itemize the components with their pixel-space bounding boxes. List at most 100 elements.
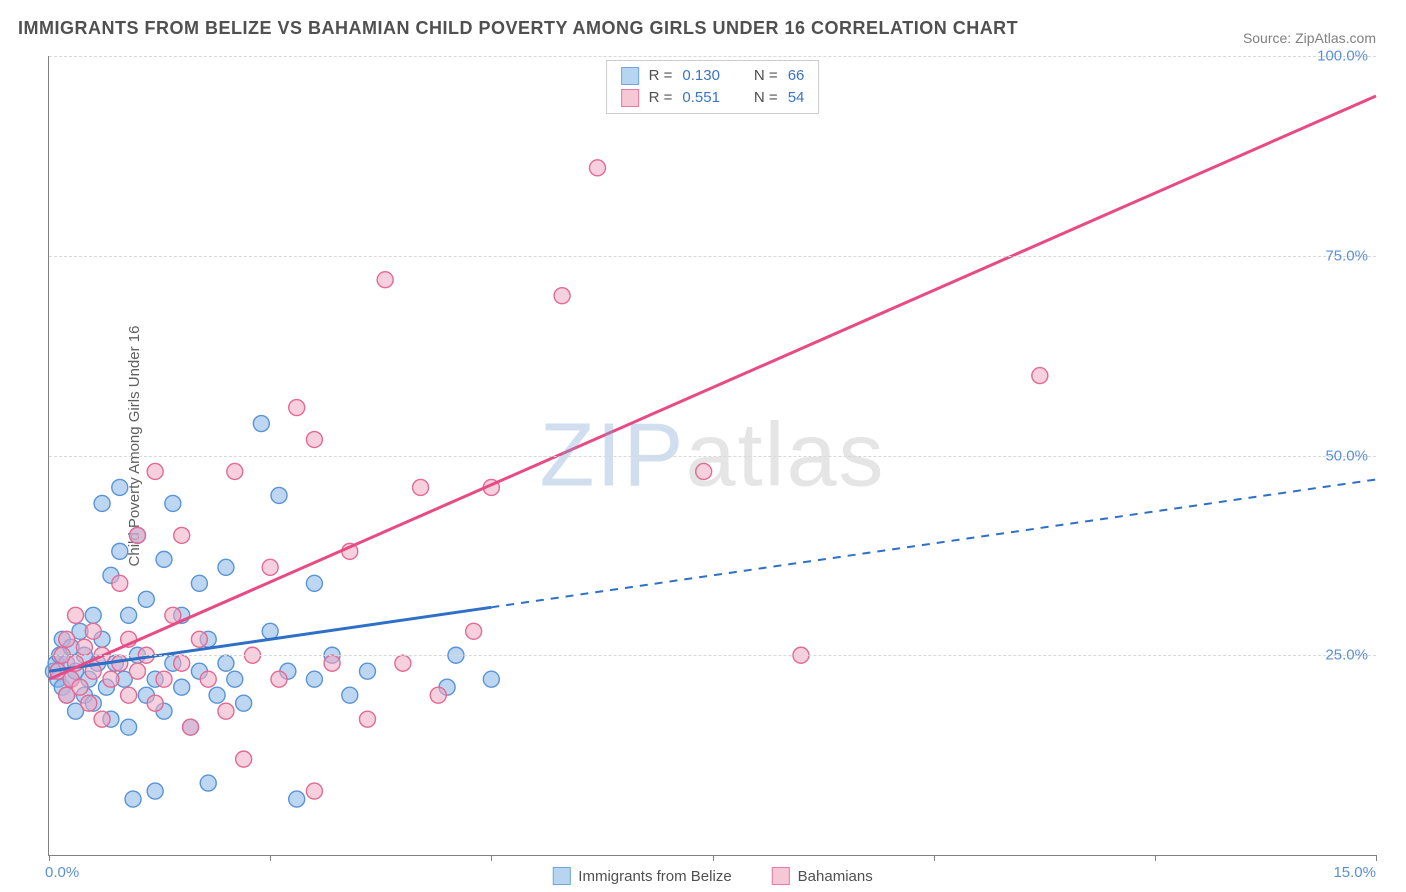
data-point bbox=[85, 623, 101, 639]
data-point bbox=[253, 416, 269, 432]
data-point bbox=[76, 639, 92, 655]
data-point bbox=[147, 463, 163, 479]
data-point bbox=[191, 575, 207, 591]
data-point bbox=[218, 703, 234, 719]
data-point bbox=[466, 623, 482, 639]
gridline bbox=[49, 456, 1376, 457]
data-point bbox=[227, 463, 243, 479]
data-point bbox=[306, 432, 322, 448]
data-point bbox=[94, 711, 110, 727]
data-point bbox=[72, 679, 88, 695]
data-point bbox=[483, 671, 499, 687]
data-point bbox=[121, 687, 137, 703]
data-point bbox=[129, 663, 145, 679]
legend-label: Immigrants from Belize bbox=[578, 868, 731, 885]
data-point bbox=[359, 711, 375, 727]
x-tick bbox=[491, 855, 492, 861]
data-point bbox=[200, 671, 216, 687]
data-point bbox=[236, 695, 252, 711]
data-point bbox=[218, 655, 234, 671]
data-point bbox=[377, 272, 393, 288]
data-point bbox=[324, 655, 340, 671]
legend-n-value: 54 bbox=[788, 87, 805, 109]
data-point bbox=[395, 655, 411, 671]
data-point bbox=[68, 607, 84, 623]
data-point bbox=[289, 791, 305, 807]
correlation-legend: R =0.130N =66R =0.551N =54 bbox=[606, 60, 820, 114]
source-label: Source: bbox=[1243, 30, 1291, 46]
data-point bbox=[165, 495, 181, 511]
y-tick-label: 100.0% bbox=[1317, 48, 1368, 65]
x-tick bbox=[934, 855, 935, 861]
trend-line bbox=[49, 607, 491, 671]
trend-line bbox=[49, 96, 1376, 679]
data-point bbox=[59, 631, 75, 647]
data-point bbox=[218, 559, 234, 575]
data-point bbox=[85, 607, 101, 623]
data-point bbox=[236, 751, 252, 767]
source-link[interactable]: ZipAtlas.com bbox=[1295, 30, 1376, 46]
legend-r-label: R = bbox=[649, 65, 673, 87]
x-tick bbox=[49, 855, 50, 861]
data-point bbox=[121, 719, 137, 735]
y-tick-label: 75.0% bbox=[1325, 247, 1368, 264]
legend-row: R =0.551N =54 bbox=[621, 87, 805, 109]
data-point bbox=[271, 671, 287, 687]
data-point bbox=[554, 288, 570, 304]
data-point bbox=[174, 527, 190, 543]
data-point bbox=[200, 775, 216, 791]
data-point bbox=[112, 543, 128, 559]
legend-item: Immigrants from Belize bbox=[552, 867, 731, 885]
x-tick-label: 15.0% bbox=[1333, 864, 1376, 881]
series-legend: Immigrants from Belize Bahamians bbox=[552, 867, 872, 885]
data-point bbox=[129, 527, 145, 543]
data-point bbox=[138, 591, 154, 607]
data-point bbox=[81, 695, 97, 711]
data-point bbox=[94, 495, 110, 511]
data-point bbox=[413, 479, 429, 495]
data-point bbox=[430, 687, 446, 703]
legend-r-label: R = bbox=[649, 87, 673, 109]
data-point bbox=[262, 559, 278, 575]
data-point bbox=[589, 160, 605, 176]
data-point bbox=[306, 783, 322, 799]
data-point bbox=[103, 671, 119, 687]
data-point bbox=[342, 687, 358, 703]
legend-swatch bbox=[621, 67, 639, 85]
data-point bbox=[174, 679, 190, 695]
plot-area: ZIPatlas R =0.130N =66R =0.551N =54 Immi… bbox=[48, 56, 1376, 856]
data-point bbox=[125, 791, 141, 807]
data-point bbox=[147, 783, 163, 799]
data-point bbox=[1032, 368, 1048, 384]
source-attribution: Source: ZipAtlas.com bbox=[1243, 30, 1376, 46]
legend-row: R = 0.130 N = 66 bbox=[621, 65, 805, 87]
x-tick bbox=[1155, 855, 1156, 861]
legend-r-value: 0.130 bbox=[682, 65, 720, 87]
data-point bbox=[147, 695, 163, 711]
x-tick bbox=[1376, 855, 1377, 861]
gridline bbox=[49, 56, 1376, 57]
chart-title: IMMIGRANTS FROM BELIZE VS BAHAMIAN CHILD… bbox=[18, 18, 1018, 39]
legend-label: Bahamians bbox=[798, 868, 873, 885]
data-point bbox=[112, 575, 128, 591]
legend-n-label: N = bbox=[754, 65, 778, 87]
data-point bbox=[191, 631, 207, 647]
data-point bbox=[306, 575, 322, 591]
legend-item: Bahamians bbox=[772, 867, 873, 885]
data-point bbox=[112, 479, 128, 495]
data-point bbox=[289, 400, 305, 416]
x-tick-label: 0.0% bbox=[45, 864, 79, 881]
data-point bbox=[306, 671, 322, 687]
data-point bbox=[271, 487, 287, 503]
data-point bbox=[696, 463, 712, 479]
data-point bbox=[183, 719, 199, 735]
legend-swatch bbox=[552, 867, 570, 885]
legend-n-label: N = bbox=[754, 87, 778, 109]
legend-n-value: 66 bbox=[788, 65, 805, 87]
data-point bbox=[174, 655, 190, 671]
y-tick-label: 25.0% bbox=[1325, 647, 1368, 664]
data-point bbox=[209, 687, 225, 703]
trend-line-dashed bbox=[491, 479, 1376, 607]
gridline bbox=[49, 655, 1376, 656]
legend-swatch bbox=[621, 89, 639, 107]
